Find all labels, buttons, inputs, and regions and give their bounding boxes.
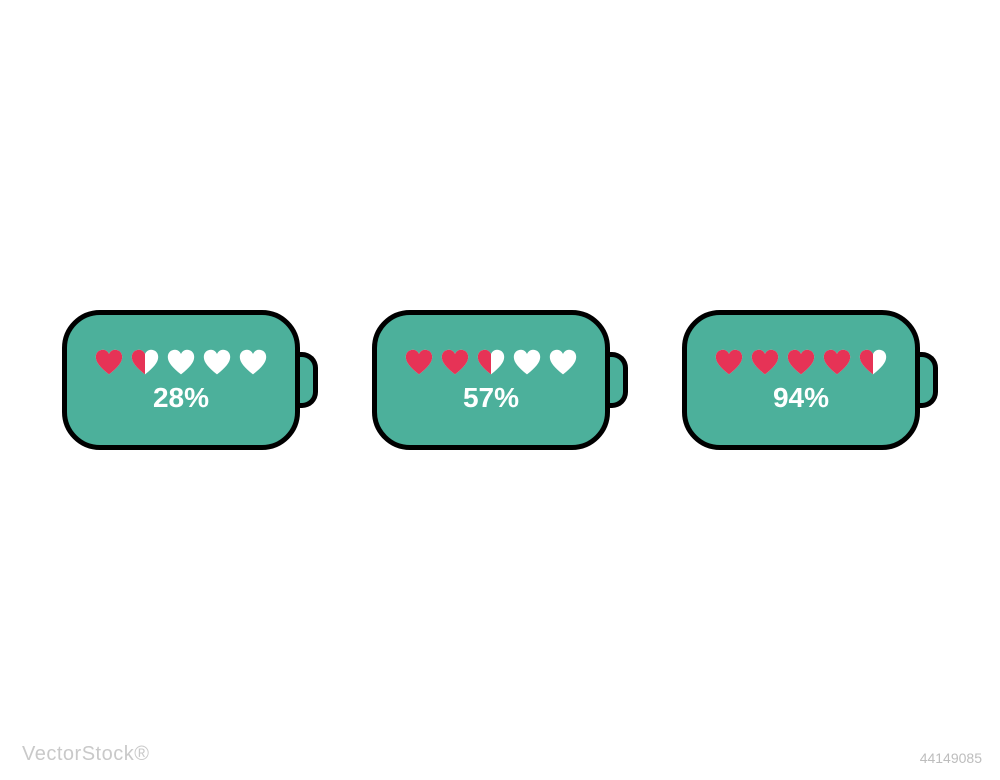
hearts-row — [714, 348, 888, 378]
hearts-row — [404, 348, 578, 378]
infographic-canvas: 28% 57% — [0, 0, 1000, 780]
watermark-brand: VectorStock® — [22, 743, 149, 766]
heart-icon — [750, 348, 780, 378]
heart-icon — [786, 348, 816, 378]
heart-icon — [202, 348, 232, 378]
battery-indicator: 28% — [62, 310, 318, 450]
battery-indicator: 57% — [372, 310, 628, 450]
battery-row: 28% 57% — [0, 310, 1000, 450]
heart-icon — [476, 348, 506, 378]
heart-icon — [166, 348, 196, 378]
heart-icon — [714, 348, 744, 378]
hearts-row — [94, 348, 268, 378]
percent-label: 94% — [773, 384, 829, 412]
heart-icon — [404, 348, 434, 378]
battery-indicator: 94% — [682, 310, 938, 450]
heart-icon — [94, 348, 124, 378]
heart-icon — [822, 348, 852, 378]
heart-icon — [548, 348, 578, 378]
heart-icon — [858, 348, 888, 378]
watermark-id: 44149085 — [920, 750, 982, 766]
percent-label: 57% — [463, 384, 519, 412]
percent-label: 28% — [153, 384, 209, 412]
heart-icon — [440, 348, 470, 378]
heart-icon — [238, 348, 268, 378]
battery-body: 94% — [682, 310, 920, 450]
battery-body: 57% — [372, 310, 610, 450]
heart-icon — [130, 348, 160, 378]
heart-icon — [512, 348, 542, 378]
battery-body: 28% — [62, 310, 300, 450]
